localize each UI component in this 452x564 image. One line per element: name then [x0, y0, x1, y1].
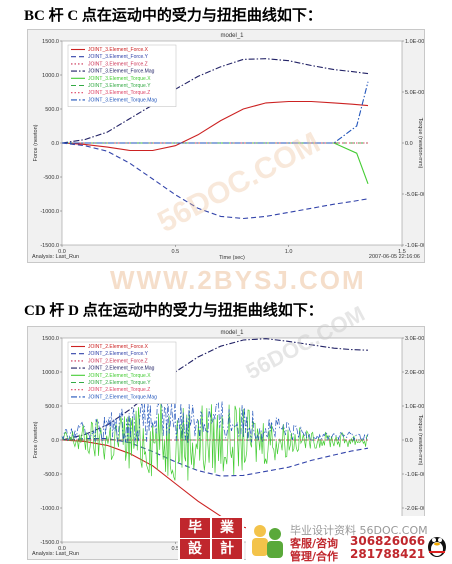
chart1-y2tick-label: 1.0E-006: [405, 404, 424, 410]
chart1-legend-label: JOINT_2.Element_Force.Y: [88, 351, 149, 357]
chart0-legend-label: JOINT_3.Element_Torque.Y: [88, 83, 151, 89]
chart1-xtick-label: 0.5: [172, 546, 180, 552]
chart1-legend-label: JOINT_2.Element_Torque.Z: [88, 387, 150, 393]
chart1-legend-label: JOINT_2.Element_Torque.X: [88, 373, 151, 379]
chart1-y2tick-label: -2.0E-006: [405, 506, 424, 512]
chart1-series-line-1: [61, 438, 369, 477]
chart0-series-line-0: [61, 100, 369, 152]
chart0-xtick-label: 0.5: [172, 249, 180, 255]
logo-char-4: 計: [212, 539, 242, 559]
chart0-title: model_1: [220, 33, 244, 39]
chart0-ytick-label: -1000.0: [40, 209, 59, 215]
logo-char-1: 毕: [180, 518, 210, 538]
chart1-y2tick-label: 3.0E-006: [405, 336, 424, 342]
qq-penguin-icon: [428, 537, 446, 557]
chart1-ytick-label: -1500.0: [40, 540, 59, 546]
chart1-title: model_1: [220, 330, 244, 336]
chart0-y2label: Torque (newton-mm): [417, 118, 423, 169]
chart-panel-bc: model_1 1500.0 1000.0 500.0 0.0 -500.0 -1000.0…: [27, 29, 425, 263]
chart1-legend-label: JOINT_2.Element_Torque.Y: [88, 380, 151, 386]
chart1-ytick-label: 500.0: [45, 404, 59, 410]
chart1-y2tick-label: -1.0E-006: [405, 472, 424, 478]
chart0-legend-box: [67, 44, 177, 107]
chart0-y2tick-label: 1.0E-005: [405, 39, 424, 45]
logo-char-2: 業: [212, 518, 242, 538]
footer-manage-label: 管理/合作: [290, 550, 339, 563]
footer-tagline: 毕业设计资料 56DOC.COM: [290, 524, 428, 537]
chart-cd-svg: model_1 1500.0 1000.0 500.0 0.0 -500.0 -1000.0…: [32, 330, 424, 557]
chart0-ytick-label: 500.0: [45, 107, 59, 113]
chart-bc-svg: model_1 1500.0 1000.0 500.0 0.0 -500.0 -1000.0…: [32, 33, 424, 261]
chart1-legend-box: [67, 341, 177, 404]
people-icon: [252, 525, 283, 558]
chart0-legend-label: JOINT_3.Element_Force.X: [88, 47, 149, 53]
chart0-xtick-label: 1.5: [398, 249, 406, 255]
chart1-series-line-7: [61, 398, 369, 444]
chart0-legend-label: JOINT_3.Element_Force.Y: [88, 54, 149, 60]
chart1-legend-label: JOINT_2.Element_Force.X: [88, 344, 149, 350]
chart0-legend-label: JOINT_3.Element_Force.Z: [88, 61, 148, 67]
chart1-legend-label: JOINT_2.Element_Force.Z: [88, 358, 148, 364]
chart0-ytick-label: -500.0: [43, 175, 59, 181]
chart0-xlabel: Time (sec): [219, 255, 245, 261]
chart1-legend-label: JOINT_2.Element_Torque.Mag: [88, 394, 157, 400]
chart0-xtick-label: 0.0: [58, 249, 66, 255]
chart0-y2tick-label: -1.0E-005: [405, 243, 424, 249]
chart0-legend-label: JOINT_3.Element_Force.Mag: [88, 69, 155, 75]
site-logo: 毕 業 設 計: [178, 516, 244, 560]
footer-service-label: 客服/咨询: [290, 537, 339, 550]
chart0-analysis-label: Analysis: Last_Run: [32, 254, 79, 260]
chart0-series-line-1: [61, 142, 369, 220]
chart0-series-line-7: [62, 81, 369, 144]
chart1-ytick-label: 1500.0: [42, 336, 59, 342]
chart0-legend-label: JOINT_3.Element_Torque.X: [88, 76, 151, 82]
footer-service-number: 306826066: [350, 534, 426, 548]
chart0-ytick-label: 1500.0: [42, 39, 59, 45]
chart1-ylabel: Force (newton): [33, 421, 39, 458]
chart1-xtick-label: 0.0: [58, 546, 66, 552]
chart1-ytick-label: -1000.0: [40, 506, 59, 512]
chart1-ytick-label: -500.0: [43, 472, 59, 478]
chart0-ytick-label: -1500.0: [40, 243, 59, 249]
chart0-y2tick-label: -5.0E-006: [405, 192, 424, 198]
chart0-xtick-label: 1.0: [285, 249, 293, 255]
footer-contact: 毕业设计资料 56DOC.COM 客服/咨询 306826066 管理/合作 2…: [246, 516, 452, 563]
chart0-y2tick-label: 5.0E-006: [405, 90, 424, 96]
chart0-legend-label: JOINT_3.Element_Torque.Z: [88, 90, 150, 96]
chart1-legend-label: JOINT_2.Element_Force.Mag: [88, 366, 155, 372]
chart0-ytick-label: 0.0: [51, 141, 59, 147]
chart1-y2label: Torque (newton-mm): [417, 415, 423, 466]
chart0-legend-label: JOINT_3.Element_Torque.Mag: [88, 97, 157, 103]
logo-char-3: 設: [180, 539, 210, 559]
chart1-series-line-4: [61, 402, 369, 481]
watermark-url: WWW.2BYSJ.COM: [110, 265, 366, 295]
chart1-ytick-label: 0.0: [51, 438, 59, 444]
chart0-ylabel: Force (newton): [33, 124, 39, 161]
bc-section-heading: BC 杆 C 点在运动中的受力与扭拒曲线如下：: [24, 8, 322, 24]
chart1-analysis-label: Analysis: Last_Run: [32, 551, 79, 557]
chart1-y2tick-label: 0.0: [405, 438, 413, 444]
chart0-y2tick-label: 0.0: [405, 141, 413, 147]
footer-manage-number: 281788421: [350, 547, 426, 561]
chart1-y2tick-label: 2.0E-006: [405, 370, 424, 376]
chart0-series-line-3: [61, 58, 369, 144]
chart0-timestamp: 2007-06-05 22:16:06: [369, 254, 420, 260]
chart0-ytick-label: 1000.0: [42, 73, 59, 79]
chart1-series-line-3: [61, 338, 369, 441]
cd-section-heading: CD 杆 D 点在运动中的受力与扭拒曲线如下：: [24, 303, 323, 319]
chart1-ytick-label: 1000.0: [42, 370, 59, 376]
